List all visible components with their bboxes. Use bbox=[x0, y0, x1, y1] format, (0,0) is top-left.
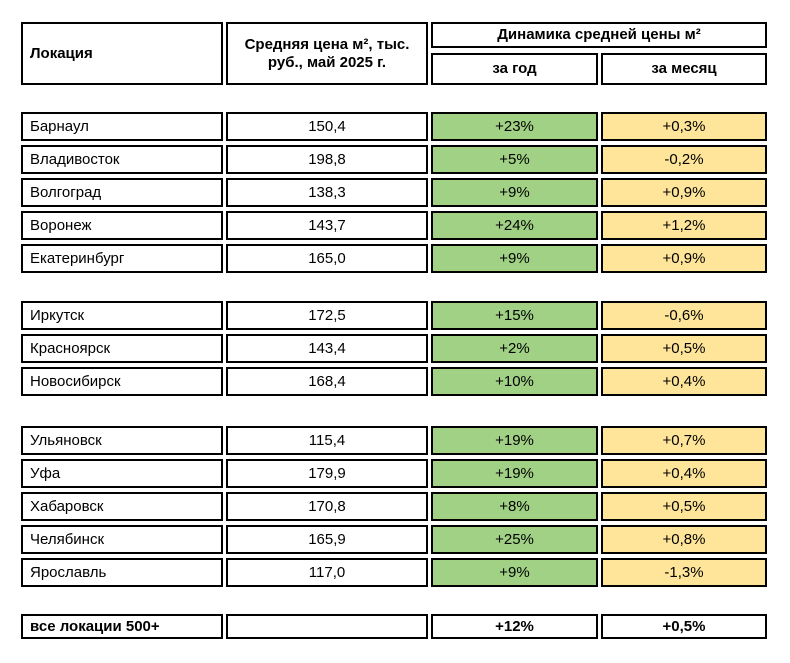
price-cell: 117,0 bbox=[226, 558, 428, 587]
price-cell: 165,9 bbox=[226, 525, 428, 554]
month-change-cell: +1,2% bbox=[601, 211, 767, 240]
price-cell: 143,4 bbox=[226, 334, 428, 363]
month-change-cell: +0,4% bbox=[601, 459, 767, 488]
location-cell: Челябинск bbox=[21, 525, 223, 554]
price-cell: 115,4 bbox=[226, 426, 428, 455]
table-header: Локация Средняя цена м², тыс. руб., май … bbox=[21, 22, 767, 85]
location-cell: Воронеж bbox=[21, 211, 223, 240]
year-change-cell: +24% bbox=[431, 211, 598, 240]
year-change-cell: +9% bbox=[431, 178, 598, 207]
city-group-2: Иркутск 172,5 +15% -0,6% Красноярск 143,… bbox=[21, 301, 767, 396]
month-change-cell: +0,5% bbox=[601, 492, 767, 521]
header-year-change: за год bbox=[431, 53, 598, 85]
year-change-cell: +25% bbox=[431, 525, 598, 554]
price-cell: 170,8 bbox=[226, 492, 428, 521]
header-month-change: за месяц bbox=[601, 53, 767, 85]
location-cell: Владивосток bbox=[21, 145, 223, 174]
summary-location-cell: все локации 500+ bbox=[21, 614, 223, 639]
price-cell: 150,4 bbox=[226, 112, 428, 141]
city-group-1: Барнаул 150,4 +23% +0,3% Владивосток 198… bbox=[21, 112, 767, 273]
location-cell: Ульяновск bbox=[21, 426, 223, 455]
header-location: Локация bbox=[21, 22, 223, 85]
location-cell: Уфа bbox=[21, 459, 223, 488]
price-cell: 138,3 bbox=[226, 178, 428, 207]
month-change-cell: +0,3% bbox=[601, 112, 767, 141]
year-change-cell: +19% bbox=[431, 426, 598, 455]
month-change-cell: +0,9% bbox=[601, 178, 767, 207]
location-cell: Волгоград bbox=[21, 178, 223, 207]
month-change-cell: +0,4% bbox=[601, 367, 767, 396]
month-change-cell: +0,8% bbox=[601, 525, 767, 554]
year-change-cell: +19% bbox=[431, 459, 598, 488]
price-cell: 168,4 bbox=[226, 367, 428, 396]
location-cell: Красноярск bbox=[21, 334, 223, 363]
summary-row: все локации 500+ +12% +0,5% bbox=[21, 614, 767, 639]
month-change-cell: -0,2% bbox=[601, 145, 767, 174]
year-change-cell: +10% bbox=[431, 367, 598, 396]
price-cell: 172,5 bbox=[226, 301, 428, 330]
year-change-cell: +15% bbox=[431, 301, 598, 330]
month-change-cell: -1,3% bbox=[601, 558, 767, 587]
price-dynamics-table: Локация Средняя цена м², тыс. руб., май … bbox=[21, 22, 767, 639]
location-cell: Екатеринбург bbox=[21, 244, 223, 273]
month-change-cell: +0,9% bbox=[601, 244, 767, 273]
location-cell: Новосибирск bbox=[21, 367, 223, 396]
header-avg-price: Средняя цена м², тыс. руб., май 2025 г. bbox=[226, 22, 428, 85]
city-group-3: Ульяновск 115,4 +19% +0,7% Уфа 179,9 +19… bbox=[21, 426, 767, 587]
price-cell: 198,8 bbox=[226, 145, 428, 174]
month-change-cell: +0,7% bbox=[601, 426, 767, 455]
summary-year-change-cell: +12% bbox=[431, 614, 598, 639]
location-cell: Хабаровск bbox=[21, 492, 223, 521]
header-dynamics: Динамика средней цены м² bbox=[431, 22, 767, 48]
location-cell: Иркутск bbox=[21, 301, 223, 330]
year-change-cell: +9% bbox=[431, 558, 598, 587]
month-change-cell: -0,6% bbox=[601, 301, 767, 330]
price-cell: 179,9 bbox=[226, 459, 428, 488]
year-change-cell: +2% bbox=[431, 334, 598, 363]
price-cell: 165,0 bbox=[226, 244, 428, 273]
year-change-cell: +9% bbox=[431, 244, 598, 273]
year-change-cell: +5% bbox=[431, 145, 598, 174]
summary-price-cell bbox=[226, 614, 428, 639]
location-cell: Ярославль bbox=[21, 558, 223, 587]
summary-month-change-cell: +0,5% bbox=[601, 614, 767, 639]
location-cell: Барнаул bbox=[21, 112, 223, 141]
month-change-cell: +0,5% bbox=[601, 334, 767, 363]
year-change-cell: +8% bbox=[431, 492, 598, 521]
price-cell: 143,7 bbox=[226, 211, 428, 240]
year-change-cell: +23% bbox=[431, 112, 598, 141]
